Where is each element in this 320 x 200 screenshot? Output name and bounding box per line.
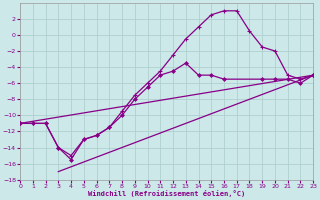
X-axis label: Windchill (Refroidissement éolien,°C): Windchill (Refroidissement éolien,°C): [88, 190, 245, 197]
